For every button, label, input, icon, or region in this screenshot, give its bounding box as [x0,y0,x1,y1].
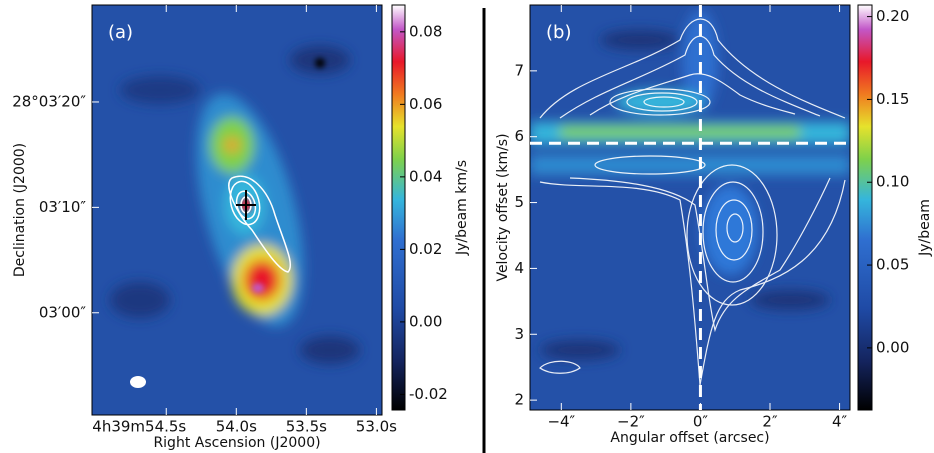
y-tick-label: 03′10″ [39,198,87,216]
colorbar-tick-label: -0.02 [409,385,448,403]
x-tick-label: 4h39m54.5s [92,418,186,436]
x-tick-label: −2″ [617,413,645,431]
y-axis-label: Declination (J2000) [12,143,28,277]
x-tick-label: 53.5s [286,418,327,436]
colorbar-tick-label: 0.04 [409,167,442,185]
colorbar-tick-label: 0.06 [409,95,442,113]
plot-frame [91,4,383,416]
colorbar-tick-label: 0.10 [876,173,909,191]
x-tick-label: 0″ [693,413,709,431]
y-tick-label: 7 [514,61,524,79]
y-tick-label: 6 [514,127,524,145]
colorbar-tick-label: 0.05 [876,256,909,274]
colorbar-tick-label: 0.02 [409,240,442,258]
x-tick-label: −4″ [547,413,575,431]
colorbar-label: Jy/beam [917,199,933,257]
y-axis-label: Velocity offset (km/s) [495,133,511,281]
x-tick-label: 53.0s [356,418,397,436]
colorbar-b [857,4,873,411]
panel-label: (a) [108,22,133,43]
intensity-map [92,5,382,415]
plot-frame [529,4,851,411]
y-tick-label: 5 [514,193,524,211]
x-tick-label: 54.0s [216,418,257,436]
colorbar-a [391,4,406,411]
y-tick-label: 2 [514,391,524,409]
colorbar-tick-label: 0.15 [876,90,909,108]
x-tick-label: 2″ [762,413,778,431]
colorbar-tick-label: 0.00 [409,312,442,330]
y-tick-label: 28°03′20″ [12,92,86,110]
x-axis-label: Angular offset (arcsec) [610,430,769,446]
y-tick-label: 03′00″ [39,303,87,321]
colorbar-tick-label: 0.08 [409,22,442,40]
colorbar-tick-label: 0.00 [876,338,909,356]
y-tick-label: 3 [514,325,524,343]
x-tick-label: 4″ [832,413,848,431]
colorbar-tick-label: 0.20 [876,7,909,25]
pv-map [530,5,850,410]
y-tick-label: 4 [514,259,524,277]
colorbar-label: Jy/beam km/s [454,160,470,256]
panel-label: (b) [546,22,571,43]
x-axis-label: Right Ascension (J2000) [153,435,320,451]
